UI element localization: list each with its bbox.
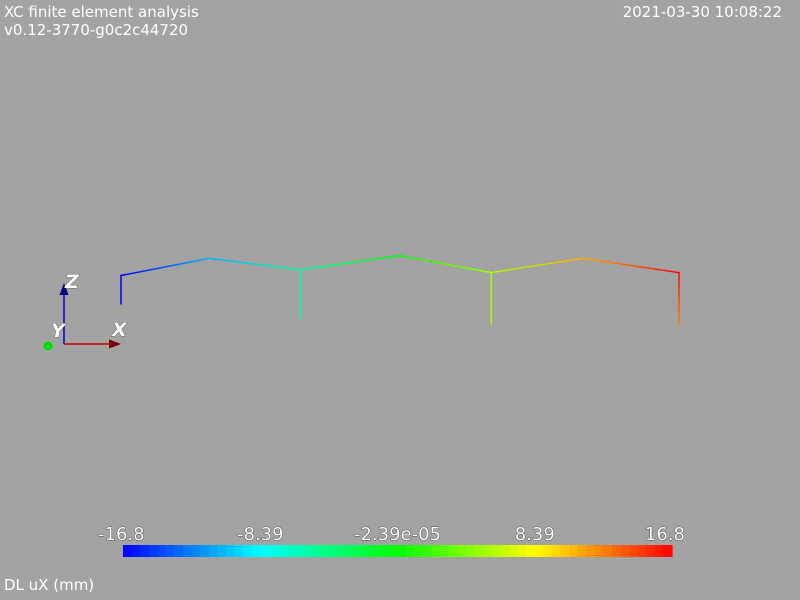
frame-structure (120, 254, 680, 325)
scalar-bar-cell (629, 545, 639, 557)
scalar-bar-cell (620, 545, 630, 557)
scalar-bar-cell (140, 545, 150, 557)
scalar-bar-cell (646, 545, 656, 557)
scalar-bar-cell (474, 545, 484, 557)
frame-member (208, 257, 302, 271)
scalar-bar: -16.8 -8.39 -2.39e-05 8.39 16.8 (98, 524, 685, 557)
scalar-bar-ticks: -16.8 -8.39 -2.39e-05 8.39 16.8 (98, 524, 686, 546)
scalar-bar-cell (569, 545, 579, 557)
scalar-bar-cell (414, 545, 424, 557)
frame-member (120, 257, 210, 277)
scalar-bar-cell (517, 545, 527, 557)
scalar-bar-cell (294, 545, 304, 557)
scalar-bar-cell (251, 545, 261, 557)
scalar-bar-cell (260, 545, 270, 557)
scalar-bar-cell (509, 545, 519, 557)
scalar-bar-cell (637, 545, 647, 557)
scalar-bar-cell (328, 545, 339, 557)
timestamp-label: 2021-03-30 10:08:22 (622, 3, 782, 21)
version-label: v0.12-3770-g0c2c44720 (4, 21, 189, 39)
window-title: XC finite element analysis (4, 3, 199, 21)
scalar-bar-cell (200, 545, 210, 557)
scalar-bar-cell (371, 545, 381, 557)
field-label: DL uX (mm) (4, 576, 95, 594)
scalar-bar-cell (483, 545, 493, 557)
frame-member (490, 257, 584, 274)
scalar-bar-cell (363, 545, 373, 557)
scalar-bar-cell (611, 545, 622, 557)
scalar-bar-cell (440, 545, 450, 557)
scalar-bar-cell (543, 545, 553, 557)
scalar-bar-cell (500, 545, 510, 557)
scalar-bar-cell (457, 545, 467, 557)
scalar-bar-cell (148, 545, 158, 557)
scalar-bar-cell (654, 545, 665, 557)
scalar-bar-cell (191, 545, 201, 557)
scalar-bar-cell (526, 545, 536, 557)
scalar-bar-cell (183, 545, 193, 557)
scalar-bar-cell (388, 545, 399, 557)
scalar-bar-cell (217, 545, 227, 557)
scalar-bar-cell (277, 545, 287, 557)
scalar-bar-cell (431, 545, 441, 557)
scalar-bar-cell (174, 545, 184, 557)
scalar-bar-cell (354, 545, 364, 557)
scalar-bar-cell (663, 545, 673, 557)
scalar-bar-tick-label: -8.39 (237, 524, 284, 545)
scalar-bar-cell (594, 545, 604, 557)
scalar-bar-tick-label: -2.39e-05 (354, 524, 441, 545)
frame-member (299, 254, 401, 271)
scalar-bar-cell (157, 545, 167, 557)
frame-member (581, 257, 680, 274)
scalar-bar-cell (268, 545, 279, 557)
scalar-bar-cell (577, 545, 587, 557)
scalar-bar-cells (123, 545, 673, 557)
scalar-bar-cell (285, 545, 296, 557)
scalar-bar-cell (448, 545, 459, 557)
scalar-bar-cell (466, 545, 476, 557)
scalar-bar-tick-label: -16.8 (98, 524, 145, 545)
scalar-bar-cell (423, 545, 433, 557)
scalar-bar-cell (131, 545, 141, 557)
scalar-bar-cell (303, 545, 313, 557)
x-axis-arrow-icon (109, 339, 121, 349)
scalar-bar-cell (165, 545, 176, 557)
x-axis-label: X (111, 319, 128, 341)
scalar-bar-cell (208, 545, 218, 557)
scalar-bar-cell (603, 545, 613, 557)
scalar-bar-cell (337, 545, 347, 557)
scalar-bar-cell (346, 545, 356, 557)
scalar-bar-cell (123, 545, 133, 557)
scalar-bar-tick-label: 16.8 (645, 524, 685, 545)
scalar-bar-cell (491, 545, 502, 557)
scalar-bar-cell (551, 545, 562, 557)
scalar-bar-cell (234, 545, 244, 557)
scalar-bar-cell (560, 545, 570, 557)
scalar-bar-cell (320, 545, 330, 557)
frame-member (399, 254, 493, 274)
axes-triad: X Y Z (43, 271, 128, 351)
scalar-bar-cell (534, 545, 544, 557)
y-axis-label: Y (51, 320, 67, 342)
scalar-bar-cell (380, 545, 390, 557)
scalar-bar-cell (406, 545, 416, 557)
z-axis-label: Z (64, 271, 80, 293)
scalar-bar-cell (243, 545, 253, 557)
scalar-bar-cell (397, 545, 407, 557)
scalar-bar-cell (311, 545, 321, 557)
z-axis-arrow-icon (59, 283, 69, 295)
scalar-bar-cell (586, 545, 596, 557)
y-axis-dot-icon (43, 341, 53, 351)
scalar-bar-cell (225, 545, 236, 557)
scalar-bar-tick-label: 8.39 (515, 524, 555, 545)
